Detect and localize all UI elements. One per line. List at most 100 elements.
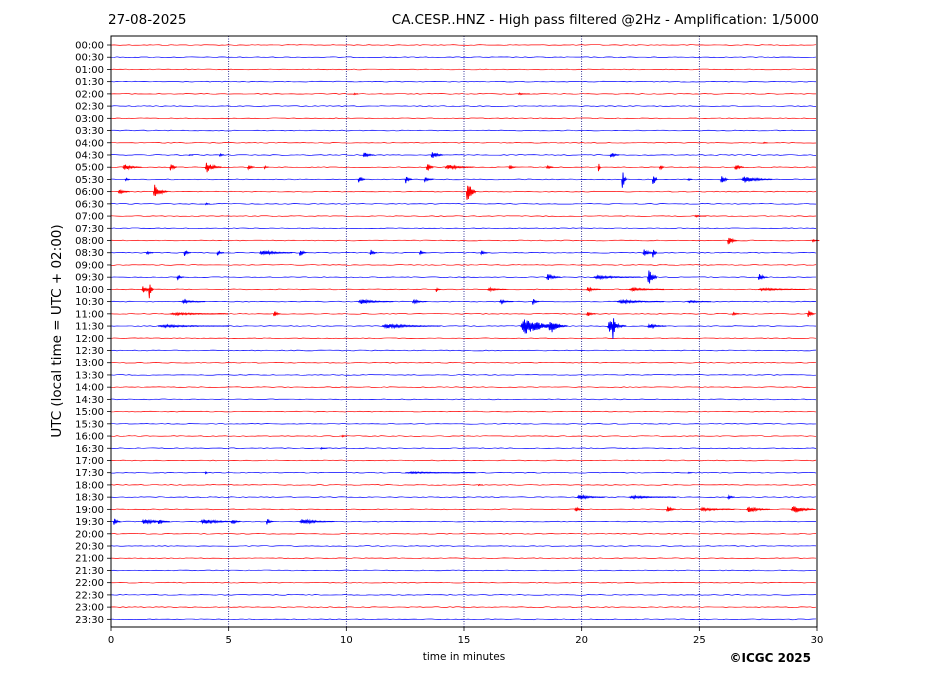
event-burst	[694, 214, 707, 218]
event-burst	[430, 152, 444, 159]
trace-row-1400	[110, 386, 817, 388]
y-tick-label: 03:30	[75, 126, 104, 137]
event-burst	[628, 286, 665, 293]
y-tick-label: 11:00	[75, 309, 104, 320]
event-burst	[265, 518, 274, 525]
y-tick-label: 20:00	[75, 529, 104, 540]
event-burst	[480, 250, 488, 256]
event-burst	[585, 312, 596, 317]
event-burst	[545, 164, 554, 170]
y-tick-label: 01:30	[75, 77, 104, 88]
event-burst	[487, 286, 507, 293]
trace-row-0200	[110, 93, 817, 95]
trace-row-2200	[110, 581, 817, 584]
trace-row-1900	[110, 508, 817, 511]
y-tick-label: 08:30	[75, 248, 104, 259]
y-tick-label: 04:30	[75, 150, 104, 161]
event-burst	[188, 154, 194, 157]
event-burst	[647, 323, 667, 329]
trace-row-1230	[110, 349, 817, 352]
y-tick-label: 10:00	[75, 285, 104, 296]
x-tick-label: 0	[108, 635, 114, 646]
y-tick-label: 00:30	[75, 53, 104, 64]
y-tick-label: 02:00	[75, 89, 104, 100]
y-tick-label: 21:30	[75, 566, 104, 577]
trace-row-0530	[110, 178, 817, 181]
trace-row-0230	[110, 105, 817, 107]
event-burst	[341, 434, 347, 438]
y-tick-label: 15:30	[75, 419, 104, 430]
trace-row-0630	[110, 203, 817, 205]
trace-row-1430	[110, 398, 817, 401]
event-burst	[444, 164, 474, 171]
y-tick-label: 14:30	[75, 395, 104, 406]
event-burst	[734, 164, 745, 170]
y-tick-label: 07:00	[75, 212, 104, 223]
trace-row-0100	[110, 68, 817, 71]
x-axis-label: time in minutes	[422, 651, 506, 663]
y-tick-label: 00:00	[75, 41, 104, 52]
plot-date: 27-08-2025	[108, 12, 187, 28]
event-burst	[405, 470, 476, 475]
trace-row-1700	[110, 459, 817, 462]
event-burst	[465, 185, 477, 200]
event-burst	[548, 322, 564, 333]
event-burst	[425, 164, 434, 171]
event-burst	[647, 270, 658, 284]
y-tick-label: 17:00	[75, 456, 104, 467]
event-burst	[597, 163, 601, 172]
event-burst	[727, 494, 735, 500]
trace-row-0830	[110, 251, 817, 254]
event-burst	[811, 238, 820, 243]
y-tick-label: 09:30	[75, 273, 104, 284]
y-tick-label: 06:30	[75, 199, 104, 210]
event-burst	[607, 321, 627, 332]
y-tick-label: 13:00	[75, 358, 104, 369]
event-burst	[508, 165, 516, 170]
event-burst	[687, 471, 693, 474]
event-burst	[762, 141, 768, 144]
event-burst	[758, 287, 806, 292]
y-tick-label: 12:00	[75, 334, 104, 345]
trace-row-0400	[110, 142, 817, 144]
event-burst	[574, 506, 585, 512]
event-burst	[357, 176, 366, 183]
event-burst	[699, 506, 735, 513]
event-burst	[727, 237, 738, 245]
y-tick-label: 05:30	[75, 175, 104, 186]
y-tick-label: 22:30	[75, 590, 104, 601]
event-burst	[183, 249, 192, 256]
trace-row-2100	[110, 557, 817, 559]
event-burst	[593, 274, 641, 281]
event-burst	[124, 177, 131, 182]
event-burst	[169, 311, 229, 317]
y-tick-label: 08:00	[75, 236, 104, 247]
trace-row-0930	[110, 276, 817, 278]
event-burst	[145, 250, 154, 256]
event-burst	[204, 162, 222, 173]
trace-row-1800	[110, 484, 817, 486]
trace-row-1500	[110, 410, 817, 413]
trace-row-2130	[110, 569, 817, 572]
event-burst	[517, 92, 530, 96]
event-burst	[616, 298, 665, 305]
event-burst	[731, 311, 740, 317]
y-tick-label: 06:00	[75, 187, 104, 198]
event-burst	[404, 176, 413, 184]
trace-row-0000	[110, 44, 817, 46]
event-burst	[757, 274, 768, 280]
y-tick-label: 16:30	[75, 444, 104, 455]
event-burst	[621, 172, 627, 188]
copyright-notice: ©ICGC 2025	[729, 651, 811, 665]
event-burst	[531, 299, 540, 305]
y-tick-label: 09:00	[75, 260, 104, 271]
y-tick-label: 19:00	[75, 505, 104, 516]
x-tick-label: 5	[225, 635, 231, 646]
trace-row-0030	[110, 56, 817, 58]
y-tick-label: 20:30	[75, 542, 104, 553]
y-tick-label: 13:30	[75, 370, 104, 381]
event-burst	[687, 177, 693, 181]
event-burst	[499, 299, 514, 305]
trace-row-1200	[110, 337, 817, 340]
trace-row-0700	[110, 215, 817, 217]
